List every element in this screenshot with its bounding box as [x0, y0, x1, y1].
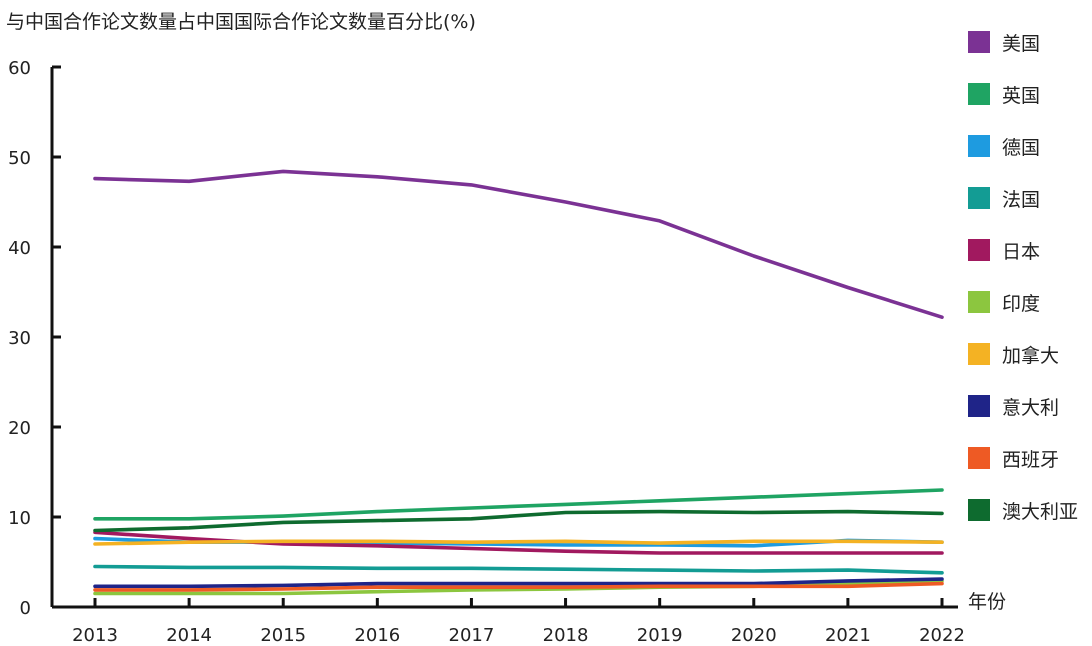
- x-axis: 2013 2014 2015 2016 2017 2018 2019 2020 2021 2022: [52, 598, 965, 646]
- legend-item: 加拿大: [968, 328, 1078, 380]
- legend-label: 美国: [1002, 32, 1041, 55]
- y-tick-label: 60: [8, 58, 31, 79]
- legend-item: 澳大利亚: [968, 484, 1078, 536]
- legend-swatch: [968, 343, 990, 365]
- legend-item: 印度: [968, 276, 1078, 328]
- legend-swatch: [968, 447, 990, 469]
- legend-item: 日本: [968, 224, 1078, 276]
- legend-label: 英国: [1002, 84, 1041, 107]
- x-tick-label: 2020: [731, 625, 777, 646]
- y-tick-label: 30: [8, 328, 31, 349]
- x-tick-label: 2013: [72, 625, 118, 646]
- legend-label: 法国: [1002, 188, 1041, 211]
- legend-label: 澳大利亚: [1002, 500, 1079, 523]
- series-line-0: [93, 169, 944, 320]
- y-tick-label: 0: [20, 598, 31, 619]
- legend-item: 德国: [968, 120, 1078, 172]
- legend-label: 意大利: [1002, 396, 1060, 419]
- series-line-3: [93, 564, 944, 575]
- x-tick-label: 2019: [637, 625, 683, 646]
- legend-swatch: [968, 83, 990, 105]
- legend-item: 法国: [968, 172, 1078, 224]
- y-tick-label: 10: [8, 508, 31, 529]
- x-tick-label: 2021: [825, 625, 871, 646]
- legend-label: 加拿大: [1002, 344, 1060, 367]
- series-line-7: [93, 577, 944, 589]
- legend-swatch: [968, 135, 990, 157]
- chart-legend: 美国英国德国法国日本印度加拿大意大利西班牙澳大利亚: [968, 16, 1078, 536]
- legend-swatch: [968, 187, 990, 209]
- x-tick-label: 2015: [260, 625, 306, 646]
- legend-swatch: [968, 31, 990, 53]
- y-tick-label: 20: [8, 418, 31, 439]
- legend-item: 美国: [968, 16, 1078, 68]
- legend-item: 英国: [968, 68, 1078, 120]
- legend-swatch: [968, 291, 990, 313]
- x-axis-label: 年份: [968, 591, 1006, 613]
- x-tick-label: 2016: [354, 625, 400, 646]
- series-line-9: [93, 509, 944, 533]
- legend-label: 日本: [1002, 240, 1041, 263]
- legend-swatch: [968, 239, 990, 261]
- legend-swatch: [968, 395, 990, 417]
- legend-label: 印度: [1002, 292, 1041, 315]
- series-lines: [93, 169, 944, 596]
- y-axis: 0 10 20 30 40 50 60: [8, 58, 61, 619]
- legend-item: 西班牙: [968, 432, 1078, 484]
- x-tick-label: 2017: [449, 625, 495, 646]
- legend-swatch: [968, 499, 990, 521]
- series-line-1: [93, 488, 944, 521]
- x-tick-label: 2014: [166, 625, 212, 646]
- x-tick-label: 2018: [543, 625, 589, 646]
- legend-item: 意大利: [968, 380, 1078, 432]
- legend-label: 西班牙: [1002, 448, 1060, 471]
- chart-title: 与中国合作论文数量占中国国际合作论文数量百分比(%): [6, 11, 476, 33]
- y-tick-label: 40: [8, 238, 31, 259]
- x-tick-label: 2022: [919, 625, 965, 646]
- series-line-8: [93, 581, 944, 592]
- y-tick-label: 50: [8, 148, 31, 169]
- series-line-6: [93, 539, 944, 546]
- legend-label: 德国: [1002, 136, 1041, 159]
